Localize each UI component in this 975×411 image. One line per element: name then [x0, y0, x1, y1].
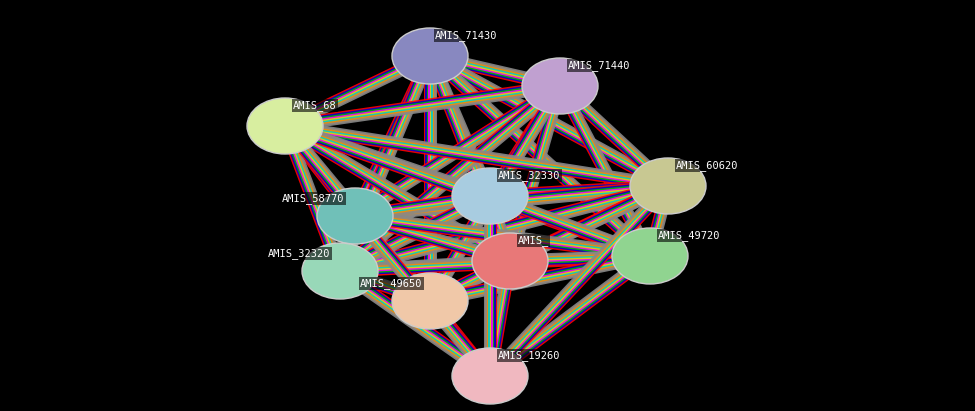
Text: AMIS_71430: AMIS_71430	[435, 30, 497, 41]
Text: AMIS_68: AMIS_68	[293, 100, 336, 111]
Ellipse shape	[392, 28, 468, 84]
Ellipse shape	[392, 273, 468, 329]
Ellipse shape	[612, 228, 688, 284]
Ellipse shape	[302, 243, 378, 299]
Ellipse shape	[472, 233, 548, 289]
Text: AMIS_49650: AMIS_49650	[360, 278, 422, 289]
Text: AMIS_32320: AMIS_32320	[268, 248, 331, 259]
Ellipse shape	[247, 98, 323, 154]
Ellipse shape	[452, 168, 528, 224]
Text: AMIS_49720: AMIS_49720	[658, 230, 721, 241]
Text: AMIS_58770: AMIS_58770	[282, 193, 344, 204]
Ellipse shape	[452, 348, 528, 404]
Text: AMIS_32330: AMIS_32330	[498, 170, 561, 181]
Ellipse shape	[317, 188, 393, 244]
Text: AMIS_71440: AMIS_71440	[568, 60, 631, 71]
Text: AMIS_60620: AMIS_60620	[676, 160, 738, 171]
Ellipse shape	[522, 58, 598, 114]
Ellipse shape	[630, 158, 706, 214]
Text: AMIS_19260: AMIS_19260	[498, 350, 561, 361]
Text: AMIS_: AMIS_	[518, 235, 549, 246]
